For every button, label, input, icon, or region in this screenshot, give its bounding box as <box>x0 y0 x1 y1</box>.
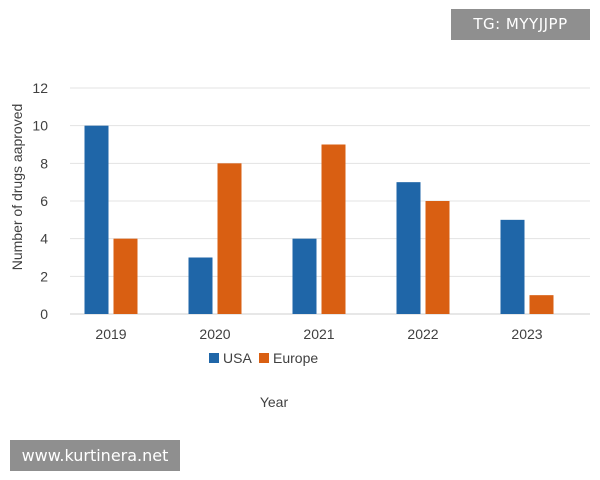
watermark-bottom: www.kurtinera.net <box>10 440 180 471</box>
y-axis-title: Number of drugs aaproved <box>9 104 25 271</box>
y-tick-label: 10 <box>32 118 48 134</box>
legend-swatch-usa <box>209 353 219 363</box>
legend: USA Europe <box>209 350 318 366</box>
bar-europe-2022 <box>425 201 450 314</box>
x-tick-label: 2022 <box>407 326 438 342</box>
bars <box>84 125 554 315</box>
x-tick-label: 2020 <box>199 326 230 342</box>
y-tick-label: 0 <box>40 306 48 322</box>
x-tick-label: 2021 <box>303 326 334 342</box>
legend-label-usa: USA <box>223 350 252 366</box>
bar-usa-2021 <box>292 238 317 314</box>
bar-europe-2021 <box>321 144 346 314</box>
y-tick-label: 2 <box>40 268 48 284</box>
y-tick-label: 8 <box>40 155 48 171</box>
legend-swatch-europe <box>259 353 269 363</box>
y-axis-ticks: 0 2 4 6 8 10 12 <box>32 80 48 322</box>
y-tick-label: 4 <box>40 231 48 247</box>
x-axis-title: Year <box>260 394 289 410</box>
bar-europe-2023 <box>529 295 554 314</box>
bar-europe-2019 <box>113 238 138 314</box>
legend-label-europe: Europe <box>273 350 318 366</box>
bar-usa-2019 <box>84 125 109 315</box>
bar-usa-2022 <box>396 182 421 314</box>
y-tick-label: 6 <box>40 193 48 209</box>
x-axis-ticks: 2019 2020 2021 2022 2023 <box>95 326 542 342</box>
y-tick-label: 12 <box>32 80 48 96</box>
watermark-top: TG: MYYJJPP <box>451 9 590 40</box>
bar-usa-2020 <box>188 257 213 314</box>
bar-europe-2020 <box>217 163 242 314</box>
x-tick-label: 2019 <box>95 326 126 342</box>
bar-usa-2023 <box>500 219 525 314</box>
x-tick-label: 2023 <box>511 326 542 342</box>
